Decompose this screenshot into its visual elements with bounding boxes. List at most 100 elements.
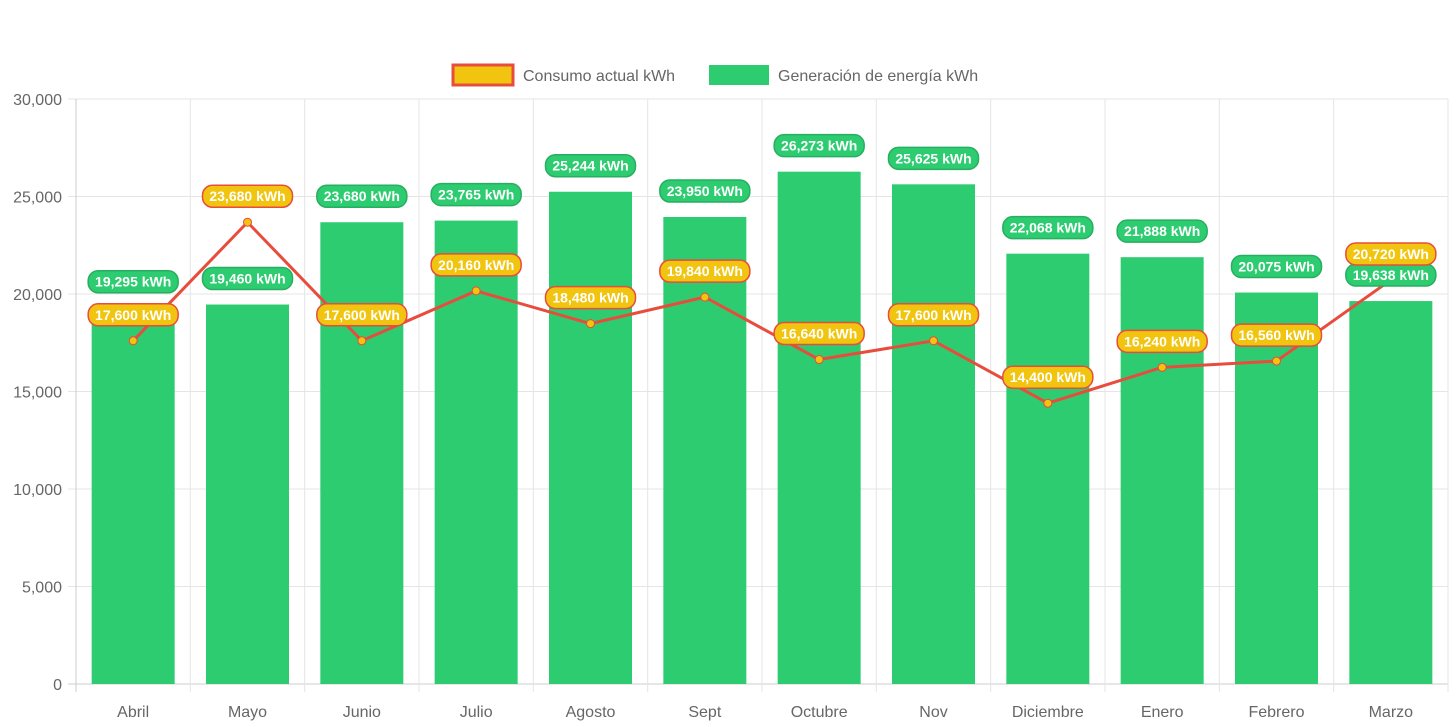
data-label: 21,888 kWh — [1124, 223, 1200, 239]
y-axis: 0 5,000 10,000 15,000 20,000 25,000 30,000 — [13, 92, 62, 694]
legend: Consumo actual kWh Generación de energía… — [451, 63, 978, 87]
point-consumo — [471, 286, 481, 296]
data-label: 18,480 kWh — [552, 290, 628, 306]
y-tick-label: 20,000 — [13, 287, 62, 304]
y-tick-label: 10,000 — [13, 482, 62, 499]
data-label-box — [773, 133, 865, 158]
x-tick-label: Mayo — [228, 704, 267, 721]
data-label-box — [773, 321, 865, 346]
data-label-box — [316, 184, 408, 208]
data-label-box — [316, 303, 408, 327]
data-label: 26,273 kWh — [781, 138, 857, 154]
data-label: 23,765 kWh — [438, 187, 514, 203]
data-label: 22,068 kWh — [1010, 220, 1086, 236]
bar-generacion — [1006, 253, 1090, 684]
data-label: 19,295 kWh — [95, 274, 171, 290]
data-label: 20,160 kWh — [438, 257, 514, 273]
point-consumo — [929, 336, 938, 346]
x-tick-label: Octubre — [791, 704, 848, 721]
data-label-box — [659, 179, 751, 203]
data-label-box — [544, 153, 637, 178]
data-label: 23,680 kWh — [324, 188, 400, 204]
y-tick-label: 5,000 — [22, 580, 62, 597]
point-consumo — [1272, 356, 1281, 366]
x-tick-label: Agosto — [566, 704, 616, 721]
point-consumo — [586, 319, 595, 329]
grid — [68, 98, 1449, 692]
legend-swatch-generacion — [709, 65, 769, 85]
bar-generacion — [320, 222, 404, 685]
data-label-box — [430, 182, 522, 207]
data-label-box — [201, 184, 294, 208]
data-label-box — [87, 303, 179, 327]
data-label-box — [87, 269, 179, 294]
x-tick-label: Abril — [117, 704, 149, 721]
data-label-box — [544, 285, 637, 310]
bar-generacion — [892, 184, 975, 684]
legend-label-generacion: Generación de energía kWh — [778, 68, 978, 85]
y-tick-label: 30,000 — [13, 92, 62, 109]
data-label: 25,625 kWh — [895, 150, 971, 166]
data-label: 20,075 kWh — [1238, 259, 1314, 275]
data-label-box — [430, 253, 522, 277]
data-label: 17,600 kWh — [324, 307, 400, 323]
data-label: 17,600 kWh — [95, 307, 171, 323]
data-label-box — [1116, 219, 1208, 243]
point-consumo — [814, 355, 824, 365]
y-tick-label: 15,000 — [13, 385, 62, 402]
point-consumo — [128, 336, 138, 346]
data-label-box — [659, 259, 751, 283]
y-tick-label: 0 — [53, 677, 62, 694]
data-label: 23,950 kWh — [667, 183, 743, 199]
bar-generacion — [1349, 301, 1433, 684]
x-tick-label: Diciembre — [1012, 704, 1084, 721]
data-label-box — [1002, 365, 1094, 389]
legend-item-consumo[interactable]: Consumo actual kWh — [451, 63, 675, 87]
data-label: 16,640 kWh — [781, 326, 857, 342]
bar-generacion — [549, 191, 632, 684]
y-tick-label: 25,000 — [13, 190, 62, 207]
data-label: 23,680 kWh — [209, 188, 285, 204]
bar-generacion — [206, 304, 289, 684]
data-label: 14,400 kWh — [1010, 369, 1086, 385]
x-tick-label: Sept — [688, 704, 721, 721]
data-label: 20,720 kWh — [1353, 246, 1429, 262]
data-label-box — [887, 146, 980, 171]
data-label: 19,638 kWh — [1353, 267, 1429, 283]
data-label-box — [1345, 242, 1437, 266]
x-tick-label: Nov — [919, 704, 947, 721]
bar-generacion — [1120, 257, 1204, 684]
bar-generacion — [663, 216, 747, 684]
x-tick-label: Enero — [1141, 704, 1184, 721]
data-label-box — [1116, 329, 1208, 354]
x-tick-label: Marzo — [1369, 704, 1414, 721]
bars — [91, 171, 1433, 685]
bar-generacion — [1235, 292, 1318, 684]
legend-item-generacion[interactable]: Generación de energía kWh — [709, 65, 978, 85]
legend-swatch-consumo — [451, 63, 515, 87]
x-tick-label: Julio — [460, 704, 493, 721]
point-consumo — [1043, 398, 1053, 408]
x-tick-label: Febrero — [1248, 704, 1304, 721]
data-labels: 19,295 kWh 19,460 kWh 23,680 kWh 23,765 kWh… — [87, 133, 1437, 389]
bar-generacion — [777, 171, 861, 684]
legend-label-consumo: Consumo actual kWh — [523, 68, 675, 85]
x-tick-label: Junio — [343, 704, 381, 721]
data-label: 19,460 kWh — [209, 271, 285, 287]
point-consumo — [1157, 362, 1167, 372]
data-label-box — [1230, 254, 1323, 279]
data-label-box — [1230, 323, 1323, 347]
point-consumo — [243, 217, 252, 227]
data-label: 25,244 kWh — [552, 158, 628, 174]
data-label: 16,240 kWh — [1124, 333, 1200, 349]
data-label-box — [1002, 215, 1094, 240]
x-axis: Abril Mayo Junio Julio Agosto Sept Octubre Nov D… — [117, 704, 1413, 721]
bar-generacion — [91, 307, 175, 684]
data-label-box — [201, 266, 294, 291]
data-label-box — [887, 303, 980, 327]
point-consumo — [700, 292, 710, 302]
data-label: 19,840 kWh — [667, 263, 743, 279]
point-consumo — [357, 336, 367, 346]
data-label: 17,600 kWh — [895, 307, 971, 323]
